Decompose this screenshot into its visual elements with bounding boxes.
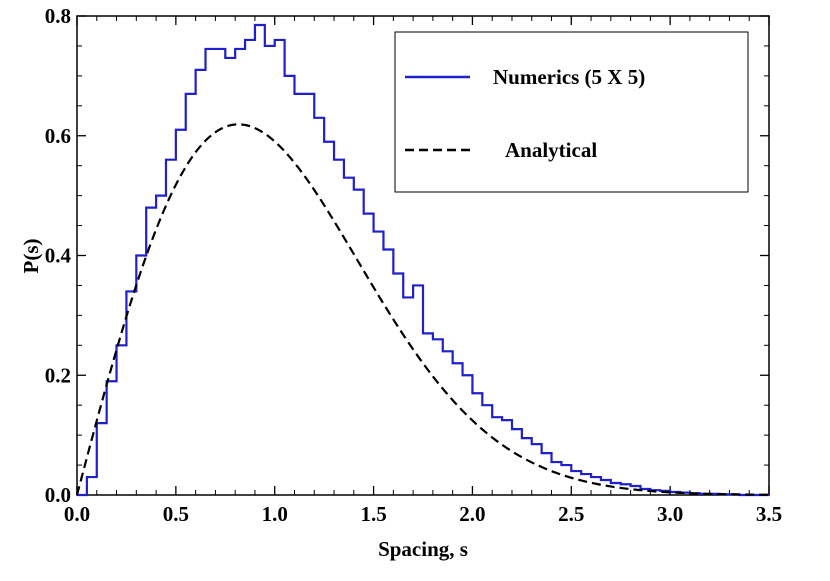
legend-box — [394, 31, 749, 193]
legend: Numerics (5 X 5) Analytical — [394, 31, 749, 193]
x-axis-title: Spacing, s — [378, 537, 468, 561]
x-tick-label: 1.5 — [360, 502, 386, 526]
y-tick-label: 0.6 — [45, 124, 71, 148]
x-tick-label: 3.5 — [756, 502, 782, 526]
analytical-dashed-line — [75, 123, 770, 496]
x-tick-label: 2.5 — [558, 502, 584, 526]
x-tick-label: 0.0 — [64, 502, 90, 526]
ticks-layer: 0.0 0.5 1.0 1.5 2.0 2.5 3.0 3.5 0.0 0.2 0.4 0.6 0.8 — [45, 4, 782, 526]
numerics-step-line — [77, 23, 769, 497]
legend-analytical-label: Analytical — [505, 138, 597, 162]
y-tick-label: 0.0 — [45, 483, 71, 507]
y-tick-label: 0.4 — [45, 244, 72, 268]
x-tick-label: 2.0 — [459, 502, 485, 526]
y-tick-label: 0.2 — [45, 363, 71, 387]
legend-numerics-label: Numerics (5 X 5) — [493, 65, 645, 89]
x-tick-label: 1.0 — [262, 502, 288, 526]
x-tick-label: 0.5 — [163, 502, 189, 526]
x-tick-label: 3.0 — [657, 502, 683, 526]
y-axis-title: P(s) — [19, 239, 43, 274]
y-tick-label: 0.8 — [45, 4, 71, 28]
series-layer — [75, 23, 770, 497]
